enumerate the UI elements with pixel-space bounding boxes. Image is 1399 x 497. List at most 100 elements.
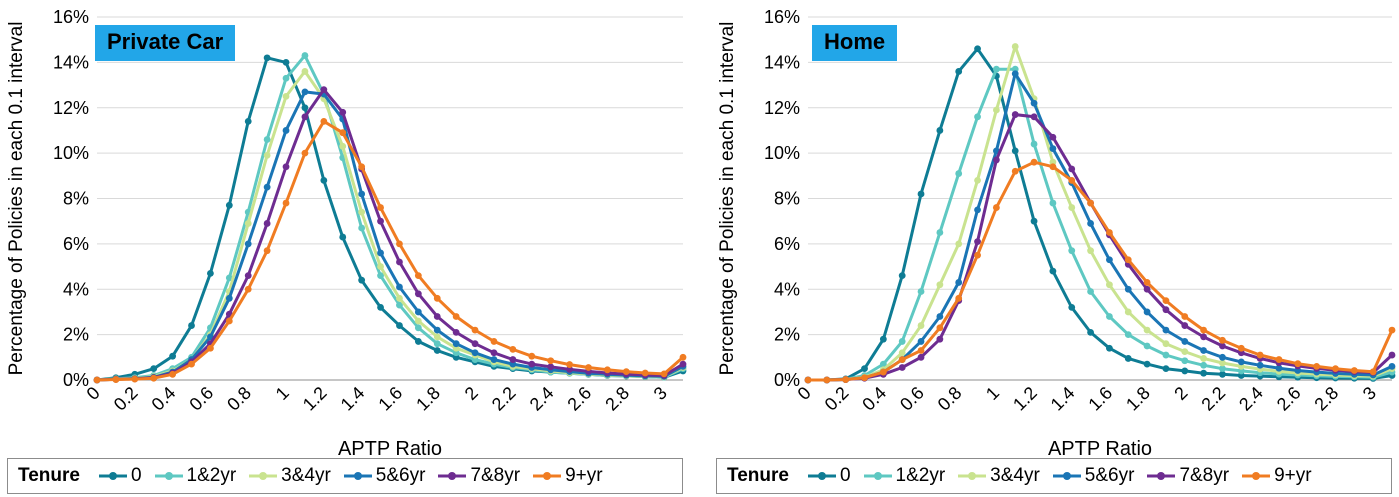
data-point xyxy=(879,368,887,376)
data-point xyxy=(1256,361,1264,369)
data-point xyxy=(1237,344,1245,352)
data-point xyxy=(244,285,252,293)
home-legend: Tenure 0 1&2yr 3&4yr 5&6yr 7&8yr 9+yr xyxy=(716,458,1392,494)
data-point xyxy=(396,301,403,309)
x-tick-label: 0.8 xyxy=(223,383,255,415)
legend-entry: 7&8yr xyxy=(437,465,520,487)
x-tick-label: 2.6 xyxy=(1273,383,1305,415)
data-point xyxy=(1068,176,1076,184)
data-point xyxy=(188,360,195,368)
data-point xyxy=(992,156,1000,164)
data-point xyxy=(1068,247,1076,255)
data-point xyxy=(1181,348,1189,356)
series-line xyxy=(96,119,684,382)
y-tick-label: 12% xyxy=(764,98,800,118)
legend-label: 9+yr xyxy=(565,465,603,486)
data-point xyxy=(1011,167,1019,175)
data-point xyxy=(1124,285,1132,293)
data-point xyxy=(1030,217,1038,225)
data-point xyxy=(1200,326,1208,334)
legend-title: Tenure xyxy=(727,465,789,486)
data-point xyxy=(1011,70,1019,78)
data-point xyxy=(1030,99,1038,107)
data-point xyxy=(1200,361,1208,369)
data-point xyxy=(1200,347,1208,354)
data-point xyxy=(1219,342,1226,350)
data-point xyxy=(861,365,868,373)
y-tick-label: 6% xyxy=(63,234,89,254)
legend-title: Tenure xyxy=(18,465,80,486)
data-point xyxy=(660,370,668,378)
data-point xyxy=(509,345,517,353)
data-point xyxy=(396,294,403,302)
legend-label: 0 xyxy=(839,465,851,486)
data-point xyxy=(898,272,906,280)
data-point xyxy=(1181,313,1189,320)
data-point xyxy=(917,347,925,354)
data-point xyxy=(992,106,1000,114)
series-line xyxy=(96,56,684,382)
data-point xyxy=(282,127,290,134)
series-line xyxy=(96,54,684,382)
data-point xyxy=(396,283,403,291)
x-tick-label: 1.6 xyxy=(374,383,406,415)
data-point xyxy=(917,322,925,329)
data-point xyxy=(358,190,366,198)
data-point xyxy=(1143,342,1151,350)
x-tick-label: 2.4 xyxy=(1235,383,1267,415)
data-point xyxy=(320,117,328,125)
data-point xyxy=(879,335,887,343)
data-point xyxy=(490,349,498,357)
data-point xyxy=(1181,322,1189,329)
data-point xyxy=(1388,326,1396,334)
legend-entry: 5&6yr xyxy=(1052,465,1134,487)
data-point xyxy=(1087,199,1094,207)
legend-label: 3&4yr xyxy=(990,465,1040,486)
private-car-legend: Tenure 0 1&2yr 3&4yr 5&6yr 7&8yr 9+yr xyxy=(7,458,683,494)
data-point xyxy=(898,356,906,363)
data-point xyxy=(339,129,347,137)
data-point xyxy=(396,322,403,329)
data-point xyxy=(1049,163,1057,171)
y-tick-label: 4% xyxy=(63,279,89,299)
data-point xyxy=(301,68,309,75)
x-tick-label: 1.6 xyxy=(1084,383,1116,415)
data-point xyxy=(1124,331,1132,339)
data-point xyxy=(414,290,422,298)
data-point xyxy=(1256,351,1264,359)
data-point xyxy=(225,274,233,282)
y-tick-label: 16% xyxy=(764,7,800,27)
data-point xyxy=(320,176,328,184)
data-point xyxy=(1049,145,1057,152)
data-point xyxy=(898,338,906,345)
data-point xyxy=(377,263,384,270)
data-point xyxy=(1219,365,1226,373)
data-point xyxy=(955,294,963,302)
legend-marker-icon xyxy=(438,472,467,480)
data-point xyxy=(244,240,252,248)
data-point xyxy=(547,357,555,365)
data-point xyxy=(1049,133,1057,141)
x-tick-label: 0 xyxy=(83,383,104,404)
y-tick-label: 0% xyxy=(774,370,800,390)
x-tick-label: 3 xyxy=(650,383,671,404)
data-point xyxy=(1200,333,1208,341)
data-point xyxy=(1219,336,1226,344)
data-point xyxy=(1143,308,1151,316)
data-point xyxy=(396,240,403,248)
data-point xyxy=(823,376,831,384)
y-tick-label: 2% xyxy=(63,325,89,345)
data-point xyxy=(1030,158,1038,166)
x-tick-label: 0.4 xyxy=(148,383,180,415)
data-point xyxy=(169,352,177,360)
data-point xyxy=(1143,360,1151,368)
data-point xyxy=(377,217,384,225)
legend-entry: 5&6yr xyxy=(343,465,426,487)
legend-label: 5&6yr xyxy=(375,465,426,486)
data-point xyxy=(414,338,422,345)
data-point xyxy=(1200,355,1208,362)
data-point xyxy=(1181,338,1189,345)
data-point xyxy=(1124,308,1132,316)
legend-label: 1&2yr xyxy=(186,465,237,486)
